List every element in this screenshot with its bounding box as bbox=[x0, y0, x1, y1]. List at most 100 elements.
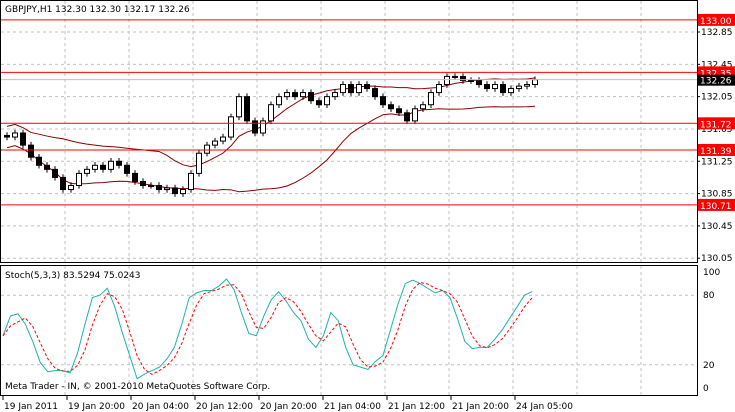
stoch-level-label: 0 bbox=[703, 384, 709, 394]
candle bbox=[156, 185, 162, 191]
candle bbox=[212, 140, 218, 146]
candle bbox=[116, 160, 122, 166]
candle bbox=[404, 112, 410, 122]
main-frame bbox=[0, 0, 698, 263]
candle bbox=[276, 96, 282, 106]
time-tick-label: 24 Jan 05:00 bbox=[516, 402, 573, 412]
candle bbox=[204, 144, 210, 154]
candle bbox=[124, 164, 130, 174]
level-label: 131.39 bbox=[700, 147, 732, 157]
level-tag bbox=[698, 198, 735, 211]
candle bbox=[460, 75, 466, 81]
level-label: 131.72 bbox=[700, 120, 732, 130]
stoch-signal-line bbox=[2, 281, 533, 376]
candle bbox=[316, 100, 322, 106]
stoch-level-label: 20 bbox=[703, 361, 715, 371]
bid-tag bbox=[698, 74, 735, 86]
candle bbox=[476, 79, 482, 86]
candle bbox=[164, 187, 170, 191]
candle bbox=[340, 84, 346, 94]
candle bbox=[4, 134, 10, 138]
candle bbox=[68, 185, 74, 191]
candle bbox=[140, 180, 146, 187]
candle bbox=[28, 144, 34, 158]
candle bbox=[516, 85, 522, 90]
candle bbox=[524, 84, 530, 87]
candle bbox=[468, 79, 474, 82]
candle bbox=[12, 132, 18, 138]
candle bbox=[492, 84, 498, 90]
price-tick-label: 132.45 bbox=[701, 60, 733, 70]
candle bbox=[444, 75, 450, 86]
candle bbox=[220, 136, 226, 142]
candle bbox=[452, 75, 458, 78]
candle bbox=[364, 84, 370, 90]
stochastic-subwindow bbox=[2, 278, 533, 380]
candle bbox=[148, 185, 154, 188]
candle bbox=[484, 84, 490, 90]
candle bbox=[36, 156, 42, 166]
candle bbox=[84, 168, 90, 174]
candle bbox=[348, 84, 354, 94]
time-tick-label: 20 Jan 12:00 bbox=[196, 402, 253, 412]
candle bbox=[108, 160, 114, 170]
level-tag bbox=[698, 13, 735, 26]
candle bbox=[372, 88, 378, 98]
candle bbox=[172, 187, 178, 195]
stoch-main-line bbox=[2, 278, 533, 380]
level-tag bbox=[698, 117, 735, 130]
bollinger-lower bbox=[6, 105, 536, 193]
candle bbox=[396, 108, 402, 114]
bid-label: 132.26 bbox=[700, 77, 732, 87]
candle bbox=[500, 84, 506, 94]
candle bbox=[260, 120, 266, 134]
price-tick-label: 130.85 bbox=[701, 190, 733, 200]
candle bbox=[324, 96, 330, 106]
candle bbox=[428, 92, 434, 106]
price-tick-label: 130.05 bbox=[701, 254, 733, 264]
candle bbox=[388, 104, 394, 110]
time-tick-label: 21 Jan 04:00 bbox=[324, 402, 381, 412]
time-tick-label: 21 Jan 20:00 bbox=[452, 402, 509, 412]
candle bbox=[532, 79, 538, 86]
time-tick-label: 19 Jan 2011 bbox=[4, 402, 58, 412]
candle bbox=[76, 172, 82, 187]
candle bbox=[508, 88, 514, 94]
candle bbox=[20, 132, 26, 146]
price-tick-label: 132.05 bbox=[701, 93, 733, 103]
candle bbox=[60, 176, 66, 191]
level-label: 132.35 bbox=[700, 69, 732, 79]
candle bbox=[180, 189, 186, 195]
candle bbox=[196, 152, 202, 174]
candle bbox=[132, 172, 138, 182]
candle bbox=[100, 164, 106, 170]
level-label: 130.71 bbox=[700, 202, 732, 212]
candle bbox=[92, 164, 98, 170]
stoch-level-label: 100 bbox=[703, 268, 720, 278]
candle bbox=[268, 104, 274, 122]
price-tick-label: 131.65 bbox=[701, 125, 733, 135]
candle bbox=[44, 164, 50, 170]
candle bbox=[188, 172, 194, 191]
time-tick-label: 21 Jan 12:00 bbox=[388, 402, 445, 412]
candle bbox=[332, 92, 338, 98]
candle bbox=[52, 168, 58, 178]
time-tick-label: 19 Jan 20:00 bbox=[68, 402, 125, 412]
price-tick-label: 130.45 bbox=[701, 222, 733, 232]
candle bbox=[300, 92, 306, 98]
candle bbox=[244, 96, 250, 122]
candle bbox=[380, 96, 386, 106]
price-tick-label: 132.85 bbox=[701, 28, 733, 38]
candle bbox=[436, 84, 442, 94]
candle bbox=[284, 92, 290, 98]
sub-frame bbox=[0, 265, 698, 396]
candle bbox=[292, 92, 298, 98]
candle bbox=[252, 120, 258, 134]
chart-title: GBPJPY,H1 132.30 132.30 132.17 132.26 bbox=[5, 5, 190, 15]
copyright-text: Meta Trader - IN, © 2001-2010 MetaQuotes… bbox=[5, 382, 270, 392]
candle bbox=[412, 108, 418, 122]
candle bbox=[236, 96, 242, 118]
